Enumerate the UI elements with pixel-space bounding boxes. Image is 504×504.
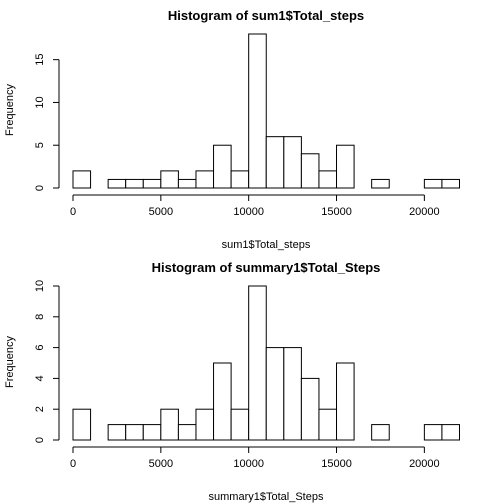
histogram-bar-4 [125, 424, 144, 441]
x-tick-label: 15000 [321, 206, 352, 218]
histogram-bar-7 [177, 424, 197, 441]
histogram-bar-7 [177, 178, 197, 189]
y-tick-label: 10 [34, 280, 46, 292]
histogram-bar-12 [265, 136, 285, 189]
histogram-bar-13 [283, 347, 302, 441]
y-tick-label: 15 [34, 54, 46, 66]
histogram-bar-9 [213, 144, 232, 189]
y-tick-label: 10 [34, 96, 46, 108]
histogram-bar-22 [441, 424, 461, 441]
histogram-bar-8 [195, 170, 215, 189]
histogram-bar-3 [107, 178, 127, 189]
x-axis-label-1: sum1$Total_steps [222, 239, 311, 251]
y-tick-label: 6 [34, 345, 46, 351]
y-tick-label: 2 [34, 406, 46, 412]
y-axis-2: 0 2 4 6 8 10 [34, 280, 60, 443]
histogram-bar-12 [265, 347, 285, 441]
x-axis-2: 0 5000 10000 15000 20000 [70, 446, 440, 470]
histogram-bar-9 [213, 362, 232, 441]
bars-2 [72, 285, 461, 441]
histogram-bar-21 [423, 424, 443, 441]
bars-1 [72, 33, 461, 189]
histogram-bar-5 [142, 424, 162, 441]
histogram-bar-15 [318, 170, 338, 189]
y-axis-label-2: Frequency [4, 336, 16, 388]
histogram-bar-8 [195, 408, 215, 441]
y-tick-label: 5 [34, 142, 46, 148]
x-axis-1: 0 5000 10000 15000 20000 [70, 194, 440, 218]
histogram-bar-16 [336, 362, 355, 441]
histogram-bar-1 [72, 408, 92, 441]
histogram-bar-14 [300, 153, 320, 189]
x-axis-label-2: summary1$Total_Steps [209, 491, 324, 503]
histogram-bar-13 [283, 136, 302, 189]
histogram-bar-11 [248, 33, 267, 189]
histogram-bar-16 [336, 144, 355, 189]
chart-title-1: Histogram of sum1$Total_steps [168, 8, 364, 23]
histogram-bar-14 [300, 377, 320, 441]
histogram-bar-18 [371, 424, 390, 441]
y-axis-1: 0 5 10 15 [34, 54, 60, 191]
histogram-panel-1: Histogram of sum1$Total_steps sum1$Total… [4, 8, 461, 251]
x-tick-label: 10000 [233, 458, 264, 470]
histogram-bar-18 [371, 178, 390, 189]
histogram-panel-2: Histogram of summary1$Total_Steps summar… [4, 260, 461, 503]
histogram-bar-21 [423, 178, 443, 189]
x-tick-label: 0 [70, 206, 76, 218]
histogram-bar-4 [125, 178, 144, 189]
y-tick-label: 8 [34, 314, 46, 320]
histogram-bar-1 [72, 170, 92, 189]
y-tick-label: 0 [34, 437, 46, 443]
histogram-bar-10 [230, 408, 250, 441]
histogram-bar-15 [318, 408, 338, 441]
histogram-bar-11 [248, 285, 267, 441]
x-tick-label: 10000 [233, 206, 264, 218]
histogram-bar-6 [160, 170, 179, 189]
histogram-bar-6 [160, 408, 179, 441]
y-tick-label: 0 [34, 185, 46, 191]
x-tick-label: 20000 [409, 206, 440, 218]
x-tick-label: 20000 [409, 458, 440, 470]
x-tick-label: 15000 [321, 458, 352, 470]
x-tick-label: 5000 [149, 458, 173, 470]
histogram-bar-22 [441, 178, 461, 189]
chart-title-2: Histogram of summary1$Total_Steps [152, 260, 381, 275]
y-tick-label: 4 [34, 375, 46, 381]
y-axis-label-1: Frequency [4, 84, 16, 136]
x-tick-label: 5000 [149, 206, 173, 218]
x-tick-label: 0 [70, 458, 76, 470]
histogram-bar-5 [142, 178, 162, 189]
histogram-bar-10 [230, 170, 250, 189]
histogram-bar-3 [107, 424, 127, 441]
